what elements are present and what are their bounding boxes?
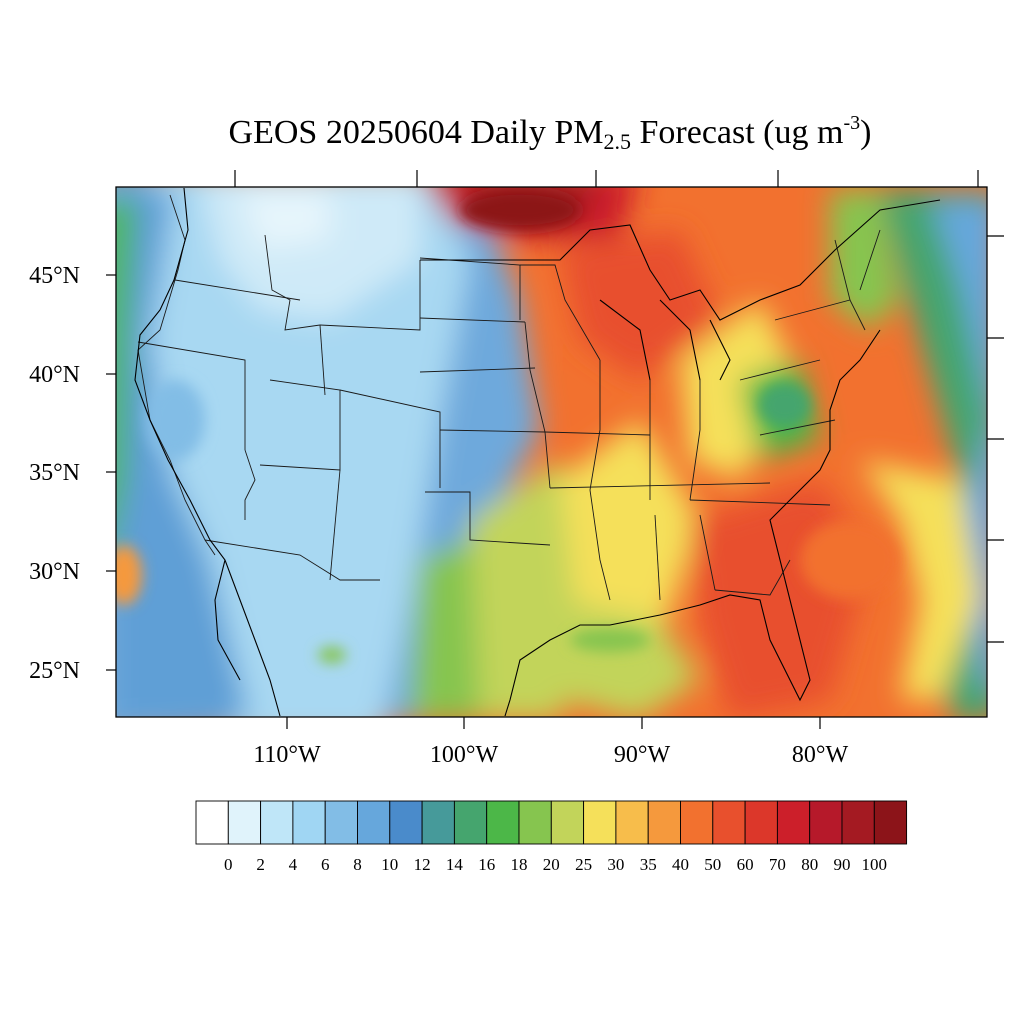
map-title: GEOS 20250604 Daily PM2.5 Forecast (ug m… <box>0 112 1024 155</box>
title-subscript: 2.5 <box>603 129 632 154</box>
title-suffix: ) <box>860 114 872 151</box>
lon-labels: 110°W 100°W 90°W 80°W <box>253 742 848 768</box>
colorbar-swatch <box>841 800 875 845</box>
lat-labels: 45°N 40°N 35°N 30°N 25°N <box>29 263 80 684</box>
colorbar-swatch <box>873 800 908 845</box>
lat-label-45: 45°N <box>29 263 80 289</box>
colorbar-label: 10 <box>381 855 398 874</box>
colorbar-swatch <box>809 800 843 845</box>
colorbar-label: 6 <box>321 855 330 874</box>
colorbar-label: 40 <box>672 855 689 874</box>
colorbar-label: 90 <box>834 855 851 874</box>
colorbar-swatch <box>583 800 617 845</box>
colorbar-swatch <box>292 800 326 845</box>
colorbar-swatch <box>195 800 229 845</box>
colorbar-swatch <box>712 800 746 845</box>
axis-ticks <box>106 170 1004 729</box>
colorbar-label: 4 <box>289 855 298 874</box>
colorbar-swatch <box>680 800 714 845</box>
concentration-field <box>116 187 987 717</box>
colorbar-label: 18 <box>511 855 528 874</box>
colorbar-label: 60 <box>737 855 754 874</box>
coastlines <box>134 187 941 717</box>
colorbar-swatch <box>227 800 262 845</box>
colorbar-swatch <box>324 800 358 845</box>
colorbar-swatch <box>453 800 488 845</box>
colorbar-swatch <box>357 800 391 845</box>
colorbar-label: 35 <box>640 855 657 874</box>
colorbar-label: 30 <box>607 855 624 874</box>
colorbar-label: 25 <box>575 855 592 874</box>
lat-label-40: 40°N <box>29 362 80 388</box>
map-frame <box>115 186 988 718</box>
colorbar-label: 8 <box>353 855 362 874</box>
lat-label-25: 25°N <box>29 658 80 684</box>
colorbar-swatch <box>550 800 585 845</box>
colorbar-label: 2 <box>256 855 265 874</box>
colorbar-swatch <box>647 800 681 845</box>
lat-label-35: 35°N <box>29 460 80 486</box>
colorbar-label: 50 <box>704 855 721 874</box>
title-superscript: -3 <box>843 112 861 134</box>
colorbar-label: 70 <box>769 855 786 874</box>
colorbar-label: 100 <box>862 855 888 874</box>
title-prefix: GEOS 20250604 Daily PM <box>228 114 604 151</box>
colorbar-swatch <box>421 800 455 845</box>
colorbar-label: 12 <box>414 855 431 874</box>
lat-label-30: 30°N <box>29 559 80 585</box>
colorbar-swatch <box>744 800 778 845</box>
colorbar-label: 0 <box>224 855 233 874</box>
lon-label-90w: 90°W <box>614 742 671 768</box>
colorbar-label: 20 <box>543 855 560 874</box>
colorbar-label: 16 <box>478 855 495 874</box>
colorbar-swatch <box>518 800 552 845</box>
title-middle: Forecast (ug m <box>631 114 844 151</box>
colorbar-swatch <box>486 800 520 845</box>
colorbar-swatch <box>389 800 423 845</box>
colorbar-swatch <box>615 800 649 845</box>
colorbar-label: 14 <box>446 855 464 874</box>
lon-label-110w: 110°W <box>253 742 321 768</box>
colorbar-label: 80 <box>801 855 818 874</box>
colorbar: 0 2 4 6 8 10 12 14 16 18 20 25 30 35 40 50 60 70 80 90 100 <box>195 800 908 874</box>
lon-label-100w: 100°W <box>430 742 499 768</box>
lon-label-80w: 80°W <box>792 742 849 768</box>
colorbar-swatch <box>776 800 811 845</box>
state-boundaries <box>137 194 881 601</box>
colorbar-swatch <box>260 800 294 845</box>
